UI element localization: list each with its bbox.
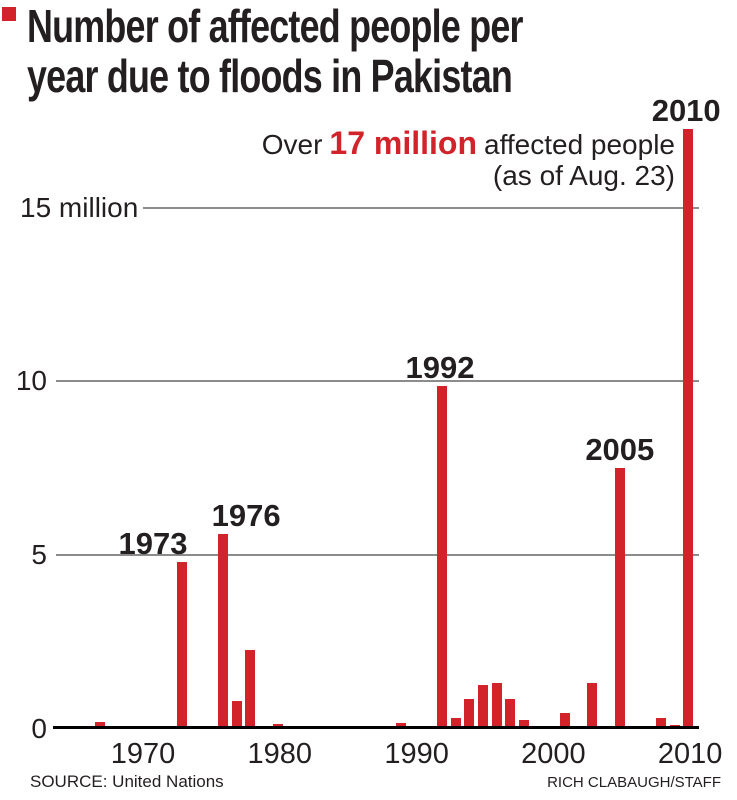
- gridline-10-million: [56, 380, 699, 383]
- chart-title: Number of affected people per year due t…: [27, 1, 663, 101]
- subtitle-line1: Over 17 million affected people: [261, 125, 675, 161]
- bar-1989: [395, 723, 406, 729]
- subtitle-suffix: affected people: [484, 129, 675, 160]
- bar-1996: [491, 683, 502, 729]
- bar-label-2005: 2005: [585, 432, 655, 468]
- y-axis-label-15: 15 million: [20, 191, 139, 223]
- y-axis-label-5: 5: [31, 538, 47, 570]
- x-axis-label-1990: 1990: [384, 738, 449, 770]
- x-axis-label-1970: 1970: [110, 738, 176, 770]
- bar-1992: [436, 386, 447, 729]
- bar-1976: [218, 534, 229, 729]
- y-axis-label-0: 0: [31, 712, 47, 744]
- subtitle-highlight: 17 million: [329, 125, 478, 161]
- bar-2003: [587, 683, 598, 729]
- bar-2005: [614, 468, 625, 729]
- bar-label-1973: 1973: [118, 525, 188, 561]
- bar-1967: [94, 721, 105, 729]
- subtitle-prefix: Over: [261, 129, 323, 160]
- bar-label-1992: 1992: [405, 350, 475, 386]
- bar-label-2010: 2010: [651, 93, 721, 129]
- bar-1995: [478, 685, 488, 729]
- bar-2001: [560, 712, 571, 729]
- x-axis-label-1980: 1980: [247, 738, 313, 770]
- bar-2008: [655, 718, 666, 729]
- red-square-bullet: [2, 7, 16, 21]
- bar-1993: [450, 718, 461, 729]
- bar-1977: [231, 700, 242, 729]
- bar-2010: [683, 129, 694, 729]
- bar-1973: [177, 561, 188, 729]
- source-note: SOURCE: United Nations: [30, 772, 224, 791]
- chart-title-line1: Number of affected people per: [27, 0, 524, 52]
- bar-1994: [464, 698, 475, 729]
- chart-title-line2: year due to floods in Pakistan: [27, 50, 513, 102]
- x-axis-label-2000: 2000: [521, 738, 586, 770]
- y-axis-label-10: 10: [15, 365, 47, 397]
- bar-1998: [519, 719, 530, 729]
- bar-1978: [245, 650, 256, 729]
- gridline-15-million: [143, 206, 699, 209]
- bar-label-1976: 1976: [211, 498, 281, 533]
- credit-note: RICH CLABAUGH/STAFF: [547, 774, 721, 791]
- x-axis-baseline: [53, 726, 699, 729]
- chart-subtitle: Over 17 million affected people (as of Aug…: [261, 125, 675, 191]
- x-axis-label-2010: 2010: [657, 738, 723, 770]
- gridline-5-million: [56, 553, 699, 556]
- bar-1997: [505, 698, 516, 729]
- subtitle-line2: (as of Aug. 23): [492, 160, 675, 191]
